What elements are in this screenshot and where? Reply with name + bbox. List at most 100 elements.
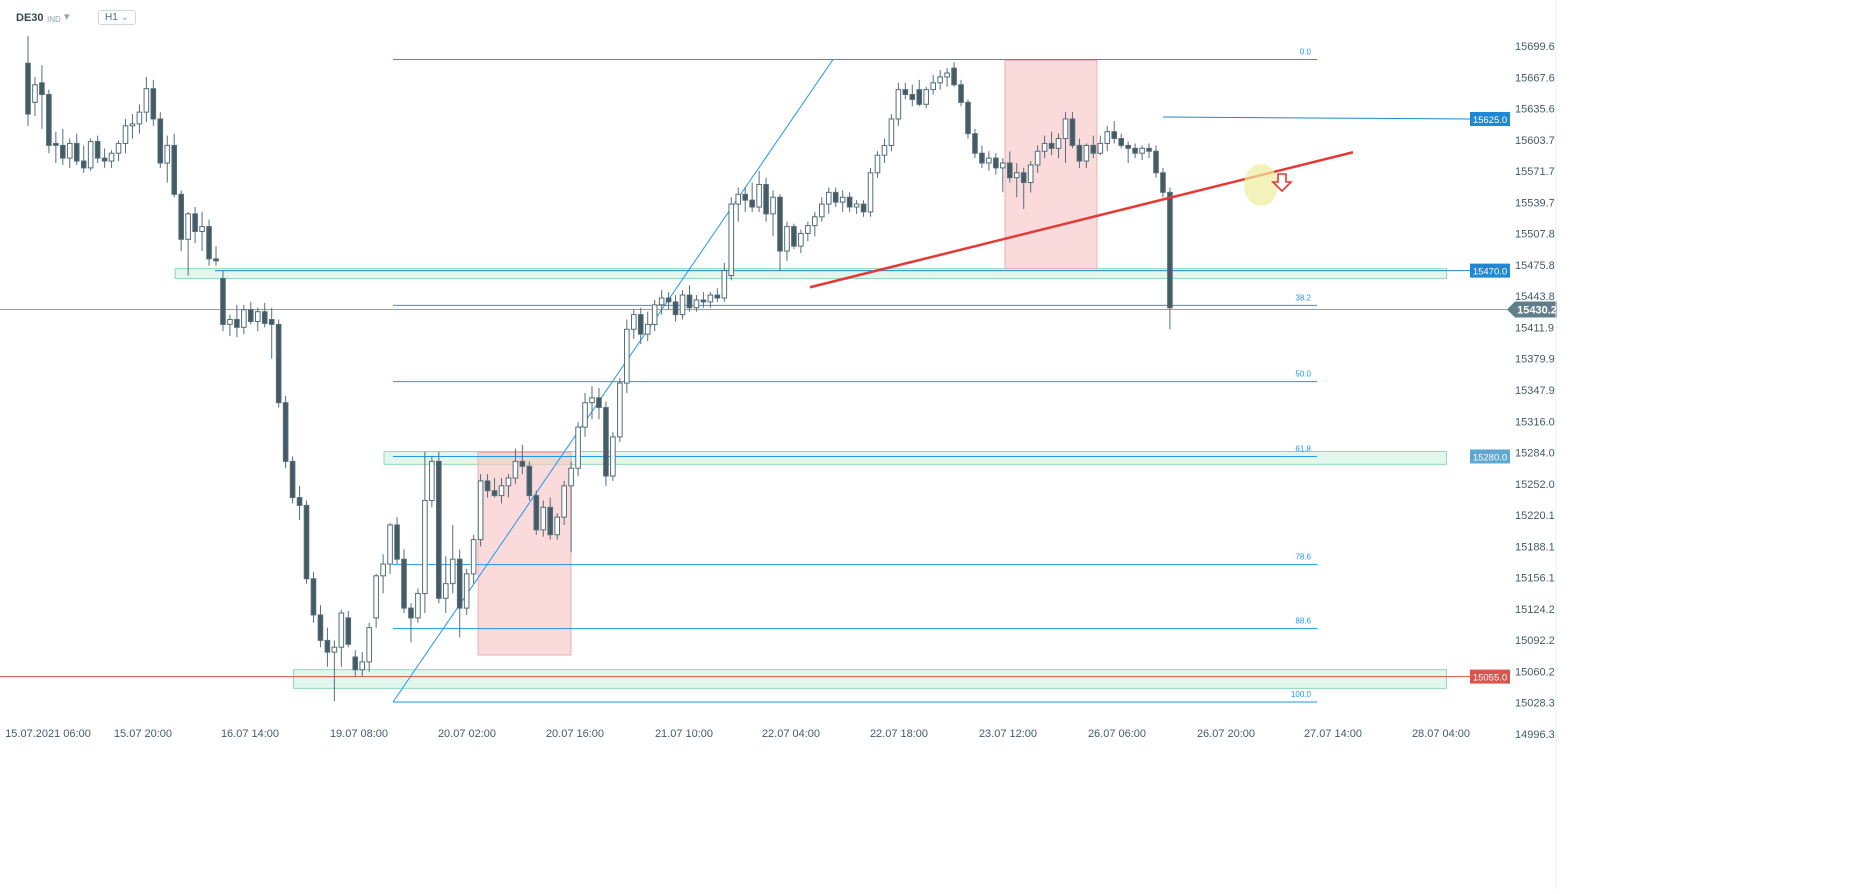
timeframe-select[interactable]: H1 ⌄: [98, 10, 136, 25]
candle-body: [296, 497, 303, 506]
candle-body: [192, 213, 198, 232]
x-tick-label: 26.07 06:00: [1088, 728, 1146, 740]
candle-body: [373, 575, 379, 619]
candle-body: [456, 558, 463, 609]
candle-body: [923, 89, 930, 105]
candle-body: [596, 397, 602, 409]
candle-body: [449, 558, 456, 585]
candle-body: [1069, 118, 1076, 146]
correction-zone: [1004, 59, 1098, 270]
candle-body: [930, 82, 936, 91]
candle-body: [1076, 144, 1083, 162]
symbol-dropdown-icon[interactable]: ▾: [64, 11, 70, 23]
candle-body: [693, 299, 700, 309]
candle-body: [735, 193, 742, 205]
x-tick-label: 15.07 20:00: [114, 728, 172, 740]
fib-level-label: 50.0: [1295, 370, 1311, 379]
candle-body: [860, 203, 867, 213]
y-tick-label: 15667.6: [1515, 72, 1555, 84]
candle-body: [1160, 172, 1166, 193]
candle-body: [484, 480, 491, 492]
sell-arrow-icon: [1271, 173, 1293, 193]
timeframe-value: H1: [105, 12, 118, 23]
candle-body: [359, 661, 366, 671]
candle-body: [108, 152, 115, 162]
candle-body: [1062, 118, 1069, 140]
candle-body: [805, 225, 811, 234]
candle-body: [352, 656, 359, 671]
candle-body: [658, 297, 665, 306]
candle-body: [115, 142, 122, 154]
candle-body: [505, 477, 512, 487]
x-tick-label: 23.07 12:00: [979, 728, 1037, 740]
fib-level-label: 78.6: [1295, 553, 1311, 562]
candle-body: [254, 311, 261, 322]
candle-body: [331, 646, 338, 653]
candle-body: [394, 524, 400, 560]
fib-level-label: 88.6: [1295, 617, 1311, 626]
candle-body: [1013, 172, 1020, 179]
candle-body: [1132, 147, 1138, 154]
candle-body: [554, 516, 560, 536]
candle-body: [491, 490, 498, 497]
candle-body: [812, 216, 818, 227]
y-tick-label: 15379.9: [1515, 354, 1555, 366]
candle-body: [979, 152, 985, 164]
x-tick-label: 22.07 04:00: [762, 728, 820, 740]
candle-body: [630, 314, 637, 330]
timeframe-chevron-icon: ⌄: [120, 12, 129, 23]
y-tick-label: 15156.1: [1515, 573, 1555, 585]
x-tick-label: 27.07 14:00: [1304, 728, 1362, 740]
candle-body: [143, 88, 150, 113]
y-tick-label: 15124.2: [1515, 604, 1555, 616]
candle-body: [624, 328, 630, 384]
candle-body: [1006, 162, 1013, 179]
candle-body: [672, 301, 679, 316]
candle-body: [986, 157, 992, 164]
candle-body: [547, 506, 554, 536]
x-tick-label: 19.07 08:00: [330, 728, 388, 740]
price-tag: [1470, 669, 1510, 684]
candle-body: [818, 203, 825, 218]
candle-body: [665, 297, 672, 303]
y-tick-label: 15220.1: [1515, 510, 1555, 522]
candle-body: [1139, 147, 1145, 154]
y-tick-label: 15347.9: [1515, 385, 1555, 397]
candle-body: [25, 62, 31, 115]
candle-body: [965, 101, 971, 135]
candle-body: [87, 140, 94, 169]
candle-body: [763, 184, 769, 215]
y-tick-label: 15635.6: [1515, 104, 1555, 116]
support-zone: [383, 451, 1447, 465]
symbol-type-label: IND: [47, 15, 61, 24]
y-tick-label: 15571.7: [1515, 166, 1555, 178]
candle-body: [742, 193, 748, 201]
candle-body: [303, 504, 310, 580]
candle-body: [784, 226, 790, 252]
candle-body: [937, 76, 943, 84]
candle-body: [519, 460, 526, 467]
candle-body: [122, 125, 129, 144]
x-tick-label: 22.07 18:00: [870, 728, 928, 740]
x-tick-label: 16.07 14:00: [221, 728, 279, 740]
y-tick-label: 15539.7: [1515, 197, 1555, 209]
candle-body: [798, 232, 804, 247]
fib-level-label: 61.8: [1295, 444, 1311, 453]
symbol-label[interactable]: DE30: [16, 12, 44, 24]
candle-body: [895, 89, 902, 120]
candle-body: [268, 319, 275, 325]
candle-body: [1020, 172, 1027, 184]
price-tag: [1470, 111, 1510, 126]
candle-body: [770, 196, 776, 215]
candle-body: [199, 226, 205, 232]
candle-body: [617, 382, 623, 438]
candle-body: [234, 319, 240, 328]
candle-body: [248, 309, 254, 322]
candle-body: [972, 133, 978, 154]
candle-body: [679, 294, 686, 316]
candle-body: [575, 426, 581, 469]
candle-body: [721, 270, 728, 299]
candle-body: [101, 157, 108, 162]
candle-body: [32, 84, 38, 103]
